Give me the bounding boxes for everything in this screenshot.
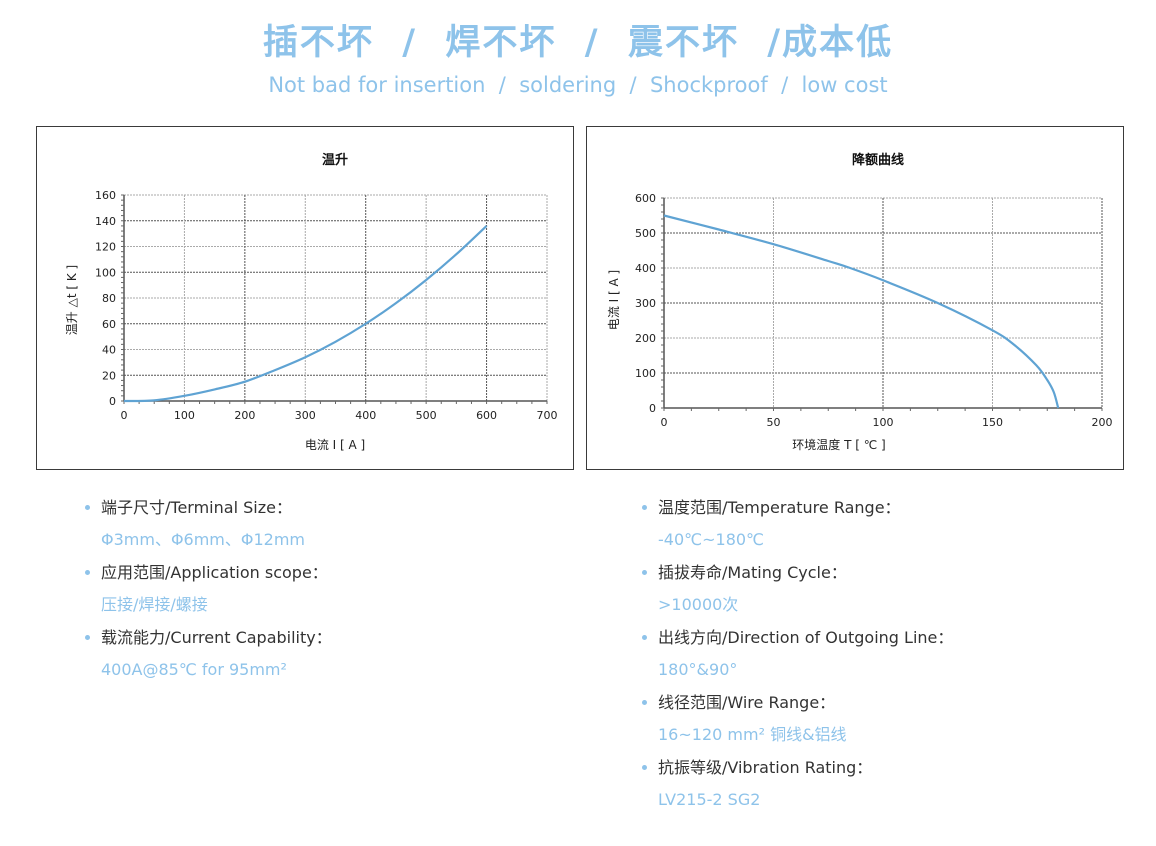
x-tick-label: 600 (476, 409, 497, 422)
x-tick-label: 100 (174, 409, 195, 422)
x-tick-label: 200 (1092, 416, 1113, 429)
temperature-rise-chart: 温升 0 20 40 60 80 100 120 140 160 0 100 200 300 400 500… (36, 126, 574, 470)
spec-item-outgoing-direction: 出线方向/Direction of Outgoing Line： 180°&90… (642, 624, 953, 689)
derating-curve-chart: 降额曲线 0 100 200 300 400 500 600 0 50 100 150 200 环境温… (586, 126, 1124, 470)
bullet-dot-icon (642, 505, 647, 510)
spec-value: LV215-2 SG2 (658, 790, 761, 809)
x-tick-label: 150 (982, 416, 1003, 429)
y-tick-label: 160 (95, 189, 116, 202)
y-axis-label: 温升 △t [ K ] (65, 265, 79, 335)
y-tick-label: 40 (102, 344, 116, 357)
spec-value: 压接/焊接/螺接 (101, 595, 208, 614)
y-tick-label: 100 (635, 367, 656, 380)
x-tick-label: 700 (537, 409, 558, 422)
spec-label: 端子尺寸/Terminal Size： (101, 498, 292, 517)
x-tick-label: 500 (416, 409, 437, 422)
x-tick-label: 0 (121, 409, 128, 422)
x-tick-label: 100 (873, 416, 894, 429)
spec-value: 16~120 mm² 铜线&铝线 (658, 725, 847, 744)
spec-item-vibration-rating: 抗振等级/Vibration Rating： LV215-2 SG2 (642, 754, 953, 819)
spec-value: Φ3mm、Φ6mm、Φ12mm (101, 530, 306, 549)
bullet-dot-icon (85, 635, 90, 640)
bullet-dot-icon (642, 570, 647, 575)
y-axis-label: 电流 I [ A ] (607, 270, 621, 330)
bullet-dot-icon (642, 765, 647, 770)
spec-item-mating-cycle: 插拔寿命/Mating Cycle： >10000次 (642, 559, 953, 624)
hero-title-en: Not bad for insertion / soldering / Shoc… (268, 73, 888, 97)
spec-value: 400A@85℃ for 95mm² (101, 660, 287, 679)
y-tick-label: 20 (102, 369, 116, 382)
spec-item-current-capability: 载流能力/Current Capability： 400A@85℃ for 95… (85, 624, 332, 689)
x-tick-label: 200 (234, 409, 255, 422)
temperature-rise-chart-svg: 温升 0 20 40 60 80 100 120 140 160 0 100 200 300 400 500… (65, 152, 558, 452)
spec-label: 应用范围/Application scope： (101, 563, 328, 582)
derating-curve-chart-svg: 降额曲线 0 100 200 300 400 500 600 0 50 100 150 200 环境温… (607, 152, 1113, 452)
chart-title: 温升 (322, 152, 348, 168)
spec-item-temperature-range: 温度范围/Temperature Range： -40℃~180℃ (642, 494, 953, 559)
spec-label: 抗振等级/Vibration Rating： (658, 758, 873, 777)
spec-item-terminal-size: 端子尺寸/Terminal Size： Φ3mm、Φ6mm、Φ12mm (85, 494, 332, 559)
bullet-dot-icon (85, 570, 90, 575)
specs-right-list: 温度范围/Temperature Range： -40℃~180℃ 插拔寿命/M… (642, 494, 953, 819)
spec-label: 出线方向/Direction of Outgoing Line： (658, 628, 954, 647)
x-tick-label: 50 (767, 416, 781, 429)
y-tick-label: 80 (102, 292, 116, 305)
y-tick-label: 300 (635, 297, 656, 310)
chart-title: 降额曲线 (852, 152, 904, 168)
temperature-rise-curve (123, 225, 488, 403)
spec-value: -40℃~180℃ (658, 530, 765, 549)
y-tick-label: 60 (102, 318, 116, 331)
x-axis-label: 环境温度 T [ ℃ ] (792, 437, 885, 452)
spec-item-application-scope: 应用范围/Application scope： 压接/焊接/螺接 (85, 559, 332, 624)
bullet-dot-icon (85, 505, 90, 510)
bullet-dot-icon (642, 700, 647, 705)
axis-ticks: 0 20 40 60 80 100 120 140 160 0 100 200 300 400 500 600… (95, 189, 558, 422)
y-tick-label: 400 (635, 262, 656, 275)
y-tick-label: 200 (635, 332, 656, 345)
y-tick-label: 100 (95, 266, 116, 279)
hero-title-cn: 插不坏 / 焊不坏 / 震不坏 /成本低 (262, 23, 894, 63)
specs-left-list: 端子尺寸/Terminal Size： Φ3mm、Φ6mm、Φ12mm 应用范围… (85, 494, 332, 689)
derating-curve (663, 214, 1060, 409)
axis-ticks: 0 100 200 300 400 500 600 0 50 100 150 200 (635, 192, 1113, 429)
y-tick-label: 0 (649, 402, 656, 415)
spec-label: 载流能力/Current Capability： (101, 628, 332, 647)
spec-label: 插拔寿命/Mating Cycle： (658, 563, 847, 582)
chart-grid (121, 194, 548, 404)
spec-value: 180°&90° (658, 660, 738, 679)
spec-label: 线径范围/Wire Range： (658, 693, 836, 712)
y-tick-label: 600 (635, 192, 656, 205)
spec-item-wire-range: 线径范围/Wire Range： 16~120 mm² 铜线&铝线 (642, 689, 953, 754)
spec-label: 温度范围/Temperature Range： (658, 498, 901, 517)
chart-grid (661, 197, 1103, 411)
y-tick-label: 120 (95, 241, 116, 254)
y-tick-label: 140 (95, 215, 116, 228)
x-tick-label: 400 (355, 409, 376, 422)
y-tick-label: 0 (109, 395, 116, 408)
spec-value: >10000次 (658, 595, 739, 614)
x-axis-label: 电流 I [ A ] (305, 438, 365, 452)
x-tick-label: 0 (661, 416, 668, 429)
y-tick-label: 500 (635, 227, 656, 240)
x-tick-label: 300 (295, 409, 316, 422)
bullet-dot-icon (642, 635, 647, 640)
